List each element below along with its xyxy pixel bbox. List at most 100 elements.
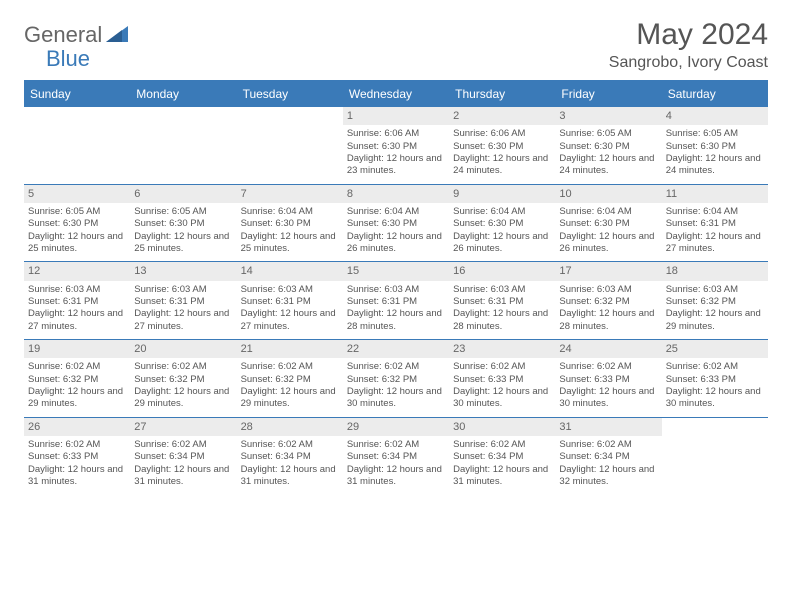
sunrise-line: Sunrise: 6:02 AM xyxy=(559,439,657,451)
sunset-line: Sunset: 6:30 PM xyxy=(241,218,339,230)
sunrise-line: Sunrise: 6:03 AM xyxy=(453,284,551,296)
sunrise-line: Sunrise: 6:02 AM xyxy=(666,361,764,373)
calendar-cell: 1Sunrise: 6:06 AMSunset: 6:30 PMDaylight… xyxy=(343,107,449,185)
calendar-cell: 31 Sunrise: 6:02 AMSunset: 6:34 PMDayligh… xyxy=(555,417,661,494)
daylight-line: Daylight: 12 hours and 31 minutes. xyxy=(134,464,232,489)
calendar-cell: 20Sunrise: 6:02 AMSunset: 6:32 PMDayligh… xyxy=(130,340,236,418)
sunrise-line: Sunrise: 6:02 AM xyxy=(28,439,126,451)
sunrise-line: Sunrise: 6:04 AM xyxy=(347,206,445,218)
daylight-line: Daylight: 12 hours and 31 minutes. xyxy=(241,464,339,489)
daylight-line: Daylight: 12 hours and 30 minutes. xyxy=(453,386,551,411)
sunrise-line: Sunrise: 6:02 AM xyxy=(453,439,551,451)
calendar-table: SundayMondayTuesdayWednesdayThursdayFrid… xyxy=(24,82,768,494)
sunset-line: Sunset: 6:33 PM xyxy=(559,374,657,386)
brand-logo: General xyxy=(24,22,130,48)
daylight-line: Daylight: 12 hours and 24 minutes. xyxy=(666,153,764,178)
sunset-line: Sunset: 6:30 PM xyxy=(559,218,657,230)
sunrise-line: Sunrise: 6:02 AM xyxy=(28,361,126,373)
calendar-cell: 26Sunrise: 6:02 AMSunset: 6:33 PMDayligh… xyxy=(24,417,130,494)
sunrise-line: Sunrise: 6:03 AM xyxy=(241,284,339,296)
day-header: Sunday xyxy=(24,82,130,107)
day-number: 23 xyxy=(449,340,555,358)
daylight-line: Daylight: 12 hours and 26 minutes. xyxy=(453,231,551,256)
sunrise-line: Sunrise: 6:02 AM xyxy=(347,361,445,373)
sunset-line: Sunset: 6:32 PM xyxy=(666,296,764,308)
day-header-row: SundayMondayTuesdayWednesdayThursdayFrid… xyxy=(24,82,768,107)
calendar-week: 12Sunrise: 6:03 AMSunset: 6:31 PMDayligh… xyxy=(24,262,768,340)
day-number: 4 xyxy=(662,107,768,125)
daylight-line: Daylight: 12 hours and 29 minutes. xyxy=(28,386,126,411)
sunset-line: Sunset: 6:31 PM xyxy=(666,218,764,230)
sunrise-line: Sunrise: 6:02 AM xyxy=(134,439,232,451)
daylight-line: Daylight: 12 hours and 25 minutes. xyxy=(28,231,126,256)
calendar-week: 19Sunrise: 6:02 AMSunset: 6:32 PMDayligh… xyxy=(24,340,768,418)
sunset-line: Sunset: 6:32 PM xyxy=(28,374,126,386)
calendar-cell: . xyxy=(24,107,130,185)
sunset-line: Sunset: 6:31 PM xyxy=(347,296,445,308)
day-number: 30 xyxy=(449,418,555,436)
sunset-line: Sunset: 6:30 PM xyxy=(666,141,764,153)
day-number: 10 xyxy=(555,185,661,203)
calendar-cell: 13Sunrise: 6:03 AMSunset: 6:31 PMDayligh… xyxy=(130,262,236,340)
sunset-line: Sunset: 6:31 PM xyxy=(134,296,232,308)
calendar-cell: 27Sunrise: 6:02 AMSunset: 6:34 PMDayligh… xyxy=(130,417,236,494)
day-number: 9 xyxy=(449,185,555,203)
calendar-cell: 11Sunrise: 6:04 AMSunset: 6:31 PMDayligh… xyxy=(662,184,768,262)
calendar-cell: 6Sunrise: 6:05 AMSunset: 6:30 PMDaylight… xyxy=(130,184,236,262)
sunrise-line: Sunrise: 6:04 AM xyxy=(559,206,657,218)
sunset-line: Sunset: 6:33 PM xyxy=(28,451,126,463)
day-number: 31 xyxy=(555,418,661,436)
sunset-line: Sunset: 6:31 PM xyxy=(28,296,126,308)
sunrise-line: Sunrise: 6:02 AM xyxy=(134,361,232,373)
sunrise-line: Sunrise: 6:05 AM xyxy=(28,206,126,218)
day-number: 29 xyxy=(343,418,449,436)
sunrise-line: Sunrise: 6:03 AM xyxy=(559,284,657,296)
sunrise-line: Sunrise: 6:02 AM xyxy=(559,361,657,373)
location: Sangrobo, Ivory Coast xyxy=(609,54,768,72)
day-number: 1 xyxy=(343,107,449,125)
daylight-line: Daylight: 12 hours and 26 minutes. xyxy=(347,231,445,256)
day-number: 13 xyxy=(130,262,236,280)
sunset-line: Sunset: 6:34 PM xyxy=(453,451,551,463)
day-number: 8 xyxy=(343,185,449,203)
sunset-line: Sunset: 6:32 PM xyxy=(347,374,445,386)
calendar-week: 26Sunrise: 6:02 AMSunset: 6:33 PMDayligh… xyxy=(24,417,768,494)
sunset-line: Sunset: 6:33 PM xyxy=(453,374,551,386)
day-number: 6 xyxy=(130,185,236,203)
daylight-line: Daylight: 12 hours and 32 minutes. xyxy=(559,464,657,489)
daylight-line: Daylight: 12 hours and 30 minutes. xyxy=(666,386,764,411)
day-header: Friday xyxy=(555,82,661,107)
daylight-line: Daylight: 12 hours and 24 minutes. xyxy=(559,153,657,178)
calendar-cell: 14Sunrise: 6:03 AMSunset: 6:31 PMDayligh… xyxy=(237,262,343,340)
daylight-line: Daylight: 12 hours and 24 minutes. xyxy=(453,153,551,178)
brand-text-1: General xyxy=(24,22,102,48)
calendar-cell: 4Sunrise: 6:05 AMSunset: 6:30 PMDaylight… xyxy=(662,107,768,185)
daylight-line: Daylight: 12 hours and 26 minutes. xyxy=(559,231,657,256)
calendar-cell: 15Sunrise: 6:03 AMSunset: 6:31 PMDayligh… xyxy=(343,262,449,340)
day-number: 19 xyxy=(24,340,130,358)
header: General May 2024 Sangrobo, Ivory Coast xyxy=(24,18,768,72)
calendar-cell: 5Sunrise: 6:05 AMSunset: 6:30 PMDaylight… xyxy=(24,184,130,262)
sunrise-line: Sunrise: 6:02 AM xyxy=(347,439,445,451)
day-number: 17 xyxy=(555,262,661,280)
daylight-line: Daylight: 12 hours and 31 minutes. xyxy=(453,464,551,489)
daylight-line: Daylight: 12 hours and 31 minutes. xyxy=(28,464,126,489)
sunset-line: Sunset: 6:34 PM xyxy=(559,451,657,463)
calendar-cell: 23Sunrise: 6:02 AMSunset: 6:33 PMDayligh… xyxy=(449,340,555,418)
day-number: 5 xyxy=(24,185,130,203)
calendar-cell: 21Sunrise: 6:02 AMSunset: 6:32 PMDayligh… xyxy=(237,340,343,418)
calendar-cell: 30 Sunrise: 6:02 AMSunset: 6:34 PMDayligh… xyxy=(449,417,555,494)
day-number: 7 xyxy=(237,185,343,203)
calendar-cell: 2Sunrise: 6:06 AMSunset: 6:30 PMDaylight… xyxy=(449,107,555,185)
sunset-line: Sunset: 6:34 PM xyxy=(347,451,445,463)
sunrise-line: Sunrise: 6:03 AM xyxy=(134,284,232,296)
day-header: Tuesday xyxy=(237,82,343,107)
sunrise-line: Sunrise: 6:04 AM xyxy=(666,206,764,218)
sunset-line: Sunset: 6:32 PM xyxy=(241,374,339,386)
day-header: Monday xyxy=(130,82,236,107)
day-number: 24 xyxy=(555,340,661,358)
calendar-cell: . xyxy=(662,417,768,494)
calendar-body: ...1Sunrise: 6:06 AMSunset: 6:30 PMDayli… xyxy=(24,107,768,495)
day-header: Saturday xyxy=(662,82,768,107)
calendar-cell: 24Sunrise: 6:02 AMSunset: 6:33 PMDayligh… xyxy=(555,340,661,418)
